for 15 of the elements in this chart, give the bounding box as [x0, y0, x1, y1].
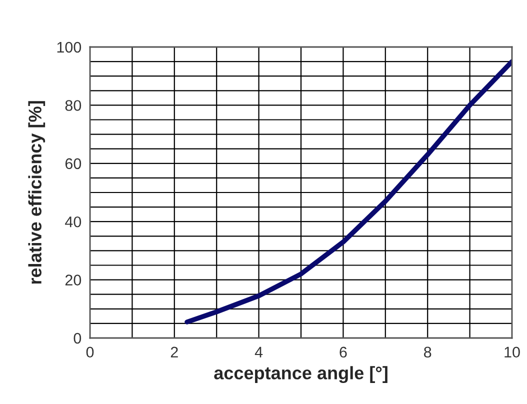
y-tick-label: 80	[65, 100, 82, 111]
y-tick-label: 100	[57, 42, 82, 53]
x-tick-label: 2	[170, 346, 178, 358]
x-tick-label: 10	[504, 346, 520, 358]
x-axis-title: acceptance angle [°]	[214, 366, 388, 384]
y-axis-title: relative efficiency [%]	[28, 101, 46, 284]
x-tick-label: 4	[254, 346, 263, 358]
x-tick-label: 6	[340, 346, 347, 358]
x-tick-label: 0	[86, 346, 94, 358]
x-tick-label: 8	[424, 346, 432, 358]
y-tick-label: 40	[65, 216, 82, 228]
y-tick-label: 20	[65, 274, 82, 286]
y-tick-label: 0	[74, 332, 82, 344]
y-tick-label: 60	[65, 158, 82, 170]
line-series	[184, 59, 512, 324]
